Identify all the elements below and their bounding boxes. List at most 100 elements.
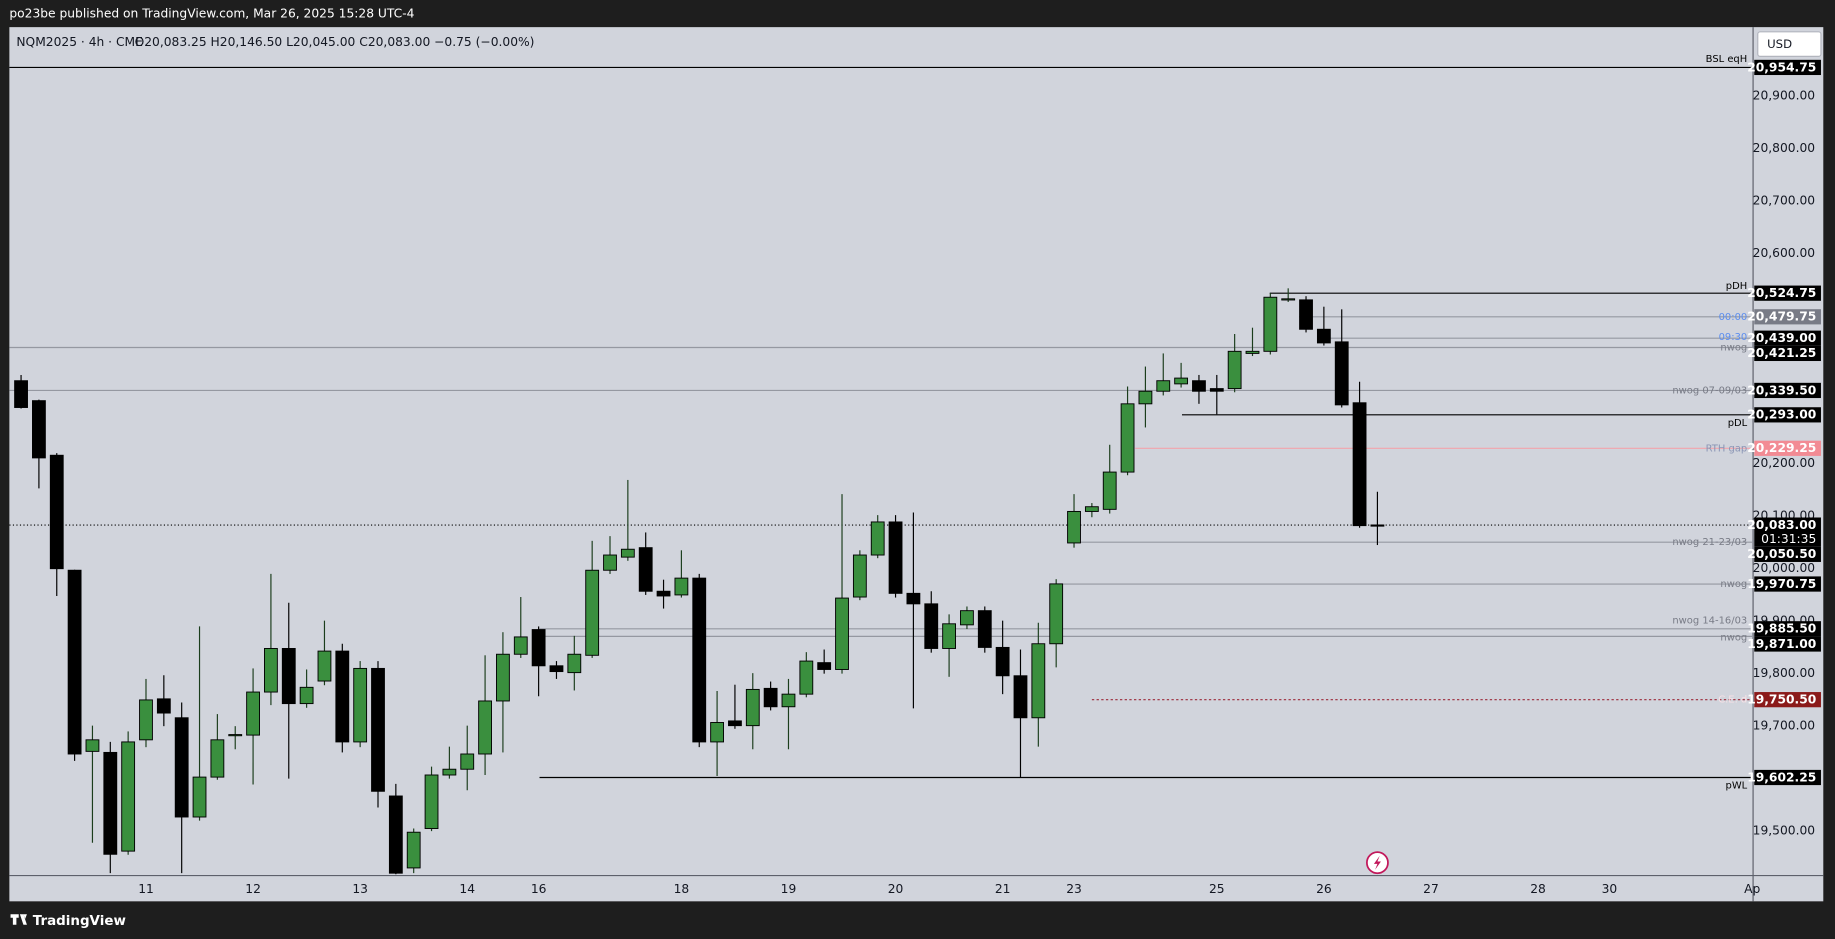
candle-body [1209, 388, 1224, 392]
candle-body [638, 547, 653, 592]
price-tag-label: 19,885.50 [1747, 622, 1816, 636]
candle-body [335, 650, 350, 743]
price-tag-label: 20,954.75 [1747, 60, 1816, 74]
candle-body [513, 636, 528, 655]
price-tag-label: 20,083.00 [1747, 518, 1816, 532]
candle-body [1370, 524, 1385, 527]
candle-body [1281, 298, 1296, 301]
candle-body [1138, 390, 1153, 405]
candle-body [799, 660, 814, 695]
price-tag-label: 20,439.00 [1747, 331, 1816, 345]
candle-body [1084, 506, 1099, 512]
candle-body [656, 590, 671, 597]
x-tick-label: 14 [459, 882, 475, 896]
candle-body [1174, 377, 1189, 385]
candle-body [67, 569, 82, 755]
candle-body [1102, 471, 1117, 510]
candle-body [228, 734, 243, 737]
candle-body [1067, 510, 1081, 544]
plot-area [9, 66, 1754, 875]
price-tag [1754, 576, 1821, 592]
currency: USD [1767, 37, 1792, 51]
alert-icon [1366, 851, 1389, 875]
y-tick-label: 20,600.00 [1753, 246, 1815, 260]
candle-body [174, 717, 189, 818]
candle-body [103, 751, 118, 855]
candle-body [1263, 296, 1278, 352]
candle-body [264, 648, 278, 693]
x-tick-label: 25 [1209, 882, 1225, 896]
y-tick-label: 19,500.00 [1753, 824, 1815, 838]
candle-body [960, 610, 974, 626]
brand: TradingView [33, 914, 126, 929]
candle-body [888, 521, 903, 594]
candle-body [1245, 350, 1260, 354]
candle-body [906, 592, 921, 605]
chart-background [9, 27, 1824, 902]
x-tick-label: 18 [674, 882, 690, 896]
candle-body [317, 650, 332, 682]
price-tag [1754, 330, 1821, 346]
candle-body [835, 597, 849, 670]
price-tag-label: 20,339.50 [1747, 383, 1816, 397]
x-tick-label: 13 [352, 882, 368, 896]
x-tick-label: Ap [1744, 882, 1760, 896]
y-tick-label: 19,800.00 [1753, 666, 1815, 680]
x-tick-label: 20 [888, 882, 904, 896]
level-name: 00:00 [1719, 312, 1748, 323]
level-name: nwog [1720, 343, 1747, 354]
candle-body [496, 653, 510, 702]
price-tag-label: 19,871.00 [1747, 637, 1816, 651]
price-tag [1754, 636, 1821, 652]
price-tag [1754, 517, 1821, 547]
level-name: nwog 07-09/03 [1672, 385, 1747, 396]
x-tick-label: 21 [995, 882, 1011, 896]
candle-body [1316, 328, 1331, 344]
candle-body [192, 776, 207, 818]
y-tick-label: 20,000.00 [1753, 561, 1815, 575]
candle-body [371, 667, 385, 792]
price-tag-label: 20,479.75 [1747, 310, 1816, 324]
x-tick-label: 12 [245, 882, 261, 896]
price-tag [1754, 440, 1821, 456]
y-tick-label: 20,200.00 [1753, 456, 1815, 470]
level-name: 09:30 [1719, 332, 1748, 343]
level-name: pDH [1726, 281, 1747, 292]
candle-body [1156, 380, 1171, 392]
level-name: RTH gap [1706, 443, 1748, 454]
candle-body [156, 698, 171, 714]
candle-body [620, 548, 635, 558]
price-tag-label: 20,421.25 [1747, 346, 1816, 360]
candle-body [1049, 583, 1064, 645]
candle-body [281, 648, 296, 705]
candle-body [32, 400, 46, 459]
candle-body [139, 699, 153, 741]
price-tag-label: 20,050.50 [1747, 547, 1816, 561]
x-tick-label: 23 [1066, 882, 1082, 896]
candle-body [710, 722, 724, 743]
y-tick-label: 20,900.00 [1753, 89, 1815, 103]
level-name: pDL [1728, 418, 1748, 429]
level-name: nwog 14-16/03 [1672, 616, 1747, 627]
candle-body [942, 623, 957, 649]
candle-body [763, 687, 778, 708]
x-tick-label: 16 [531, 882, 547, 896]
currency-button[interactable] [1757, 31, 1822, 57]
y-tick-label: 19,700.00 [1753, 719, 1815, 733]
candle-body [870, 521, 885, 556]
price-tag [1754, 546, 1821, 562]
x-tick-label: 27 [1423, 882, 1439, 896]
candle-body [977, 610, 992, 648]
price-axis: 19,500.0019,700.0019,800.0019,900.0020,0… [1747, 59, 1821, 838]
price-tag [1754, 382, 1821, 399]
symbol: NQM2025 · 4h · CME [16, 35, 143, 49]
price-tag [1754, 285, 1821, 301]
candle-body [603, 554, 617, 571]
price-tag-label: 20,293.00 [1747, 408, 1816, 422]
level-name: nwog [1720, 579, 1747, 590]
candle-body [1031, 643, 1046, 719]
price-tag-label: 19,750.50 [1747, 693, 1816, 707]
candle-body [478, 700, 492, 755]
price-tag-label: 20,229.25 [1747, 441, 1816, 455]
